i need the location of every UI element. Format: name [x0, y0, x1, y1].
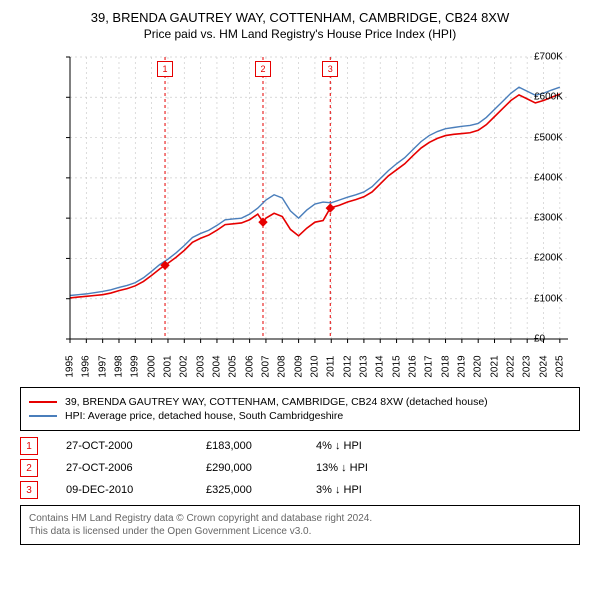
x-tick-label: 2009 — [293, 355, 304, 377]
sales-table: 1 27-OCT-2000 £183,000 4% ↓ HPI 2 27-OCT… — [20, 437, 580, 499]
legend-item: 39, BRENDA GAUTREY WAY, COTTENHAM, CAMBR… — [29, 396, 571, 408]
x-tick-label: 2007 — [260, 355, 271, 377]
sale-price: £325,000 — [206, 484, 316, 496]
x-tick-label: 2002 — [179, 355, 190, 377]
y-tick-label: £100K — [534, 293, 578, 304]
x-tick-label: 1996 — [81, 355, 92, 377]
legend: 39, BRENDA GAUTREY WAY, COTTENHAM, CAMBR… — [20, 387, 580, 431]
x-tick-label: 2021 — [489, 355, 500, 377]
legend-label: 39, BRENDA GAUTREY WAY, COTTENHAM, CAMBR… — [65, 396, 488, 408]
sale-diff: 13% ↓ HPI — [316, 462, 426, 474]
chart-sale-badge: 2 — [255, 61, 271, 77]
y-tick-label: £0 — [534, 334, 578, 345]
x-tick-label: 2004 — [211, 355, 222, 377]
y-tick-label: £400K — [534, 172, 578, 183]
x-tick-label: 1995 — [65, 355, 76, 377]
footer-line: Contains HM Land Registry data © Crown c… — [29, 512, 571, 525]
y-tick-label: £600K — [534, 92, 578, 103]
sale-badge: 2 — [20, 459, 38, 477]
sale-date: 27-OCT-2006 — [66, 462, 206, 474]
sale-badge: 3 — [20, 481, 38, 499]
footer-attribution: Contains HM Land Registry data © Crown c… — [20, 505, 580, 545]
chart-title-address: 39, BRENDA GAUTREY WAY, COTTENHAM, CAMBR… — [10, 10, 590, 25]
legend-swatch — [29, 415, 57, 417]
footer-line: This data is licensed under the Open Gov… — [29, 525, 571, 538]
x-tick-label: 2025 — [554, 355, 565, 377]
x-tick-label: 2006 — [244, 355, 255, 377]
chart-sale-badge: 3 — [322, 61, 338, 77]
x-tick-label: 2008 — [277, 355, 288, 377]
title-block: 39, BRENDA GAUTREY WAY, COTTENHAM, CAMBR… — [10, 10, 590, 41]
y-tick-label: £300K — [534, 213, 578, 224]
x-tick-label: 2001 — [162, 355, 173, 377]
sale-row: 2 27-OCT-2006 £290,000 13% ↓ HPI — [20, 459, 580, 477]
x-tick-label: 2014 — [375, 355, 386, 377]
x-tick-label: 2016 — [407, 355, 418, 377]
x-tick-label: 2003 — [195, 355, 206, 377]
x-tick-label: 1998 — [113, 355, 124, 377]
sale-row: 1 27-OCT-2000 £183,000 4% ↓ HPI — [20, 437, 580, 455]
x-tick-label: 2012 — [342, 355, 353, 377]
x-tick-label: 1997 — [97, 355, 108, 377]
x-tick-label: 2010 — [309, 355, 320, 377]
sale-price: £183,000 — [206, 440, 316, 452]
sale-diff: 3% ↓ HPI — [316, 484, 426, 496]
sale-date: 09-DEC-2010 — [66, 484, 206, 496]
x-tick-label: 2018 — [440, 355, 451, 377]
x-tick-label: 2023 — [522, 355, 533, 377]
y-tick-label: £700K — [534, 52, 578, 63]
x-tick-label: 2019 — [456, 355, 467, 377]
x-tick-label: 2024 — [538, 355, 549, 377]
x-tick-label: 2005 — [228, 355, 239, 377]
legend-swatch — [29, 401, 57, 403]
price-chart: £0 £100K £200K £300K £400K £500K £600K £700K 19… — [20, 49, 580, 379]
x-tick-label: 2015 — [391, 355, 402, 377]
chart-title-sub: Price paid vs. HM Land Registry's House … — [10, 27, 590, 41]
y-tick-label: £200K — [534, 253, 578, 264]
sale-row: 3 09-DEC-2010 £325,000 3% ↓ HPI — [20, 481, 580, 499]
x-tick-label: 2017 — [424, 355, 435, 377]
sale-date: 27-OCT-2000 — [66, 440, 206, 452]
sale-price: £290,000 — [206, 462, 316, 474]
legend-item: HPI: Average price, detached house, Sout… — [29, 410, 571, 422]
x-tick-label: 1999 — [130, 355, 141, 377]
x-tick-label: 2022 — [505, 355, 516, 377]
x-tick-label: 2011 — [326, 356, 337, 378]
x-tick-label: 2000 — [146, 355, 157, 377]
chart-sale-badge: 1 — [157, 61, 173, 77]
y-tick-label: £500K — [534, 132, 578, 143]
x-tick-label: 2020 — [473, 355, 484, 377]
legend-label: HPI: Average price, detached house, Sout… — [65, 410, 343, 422]
sale-badge: 1 — [20, 437, 38, 455]
sale-diff: 4% ↓ HPI — [316, 440, 426, 452]
x-tick-label: 2013 — [358, 355, 369, 377]
